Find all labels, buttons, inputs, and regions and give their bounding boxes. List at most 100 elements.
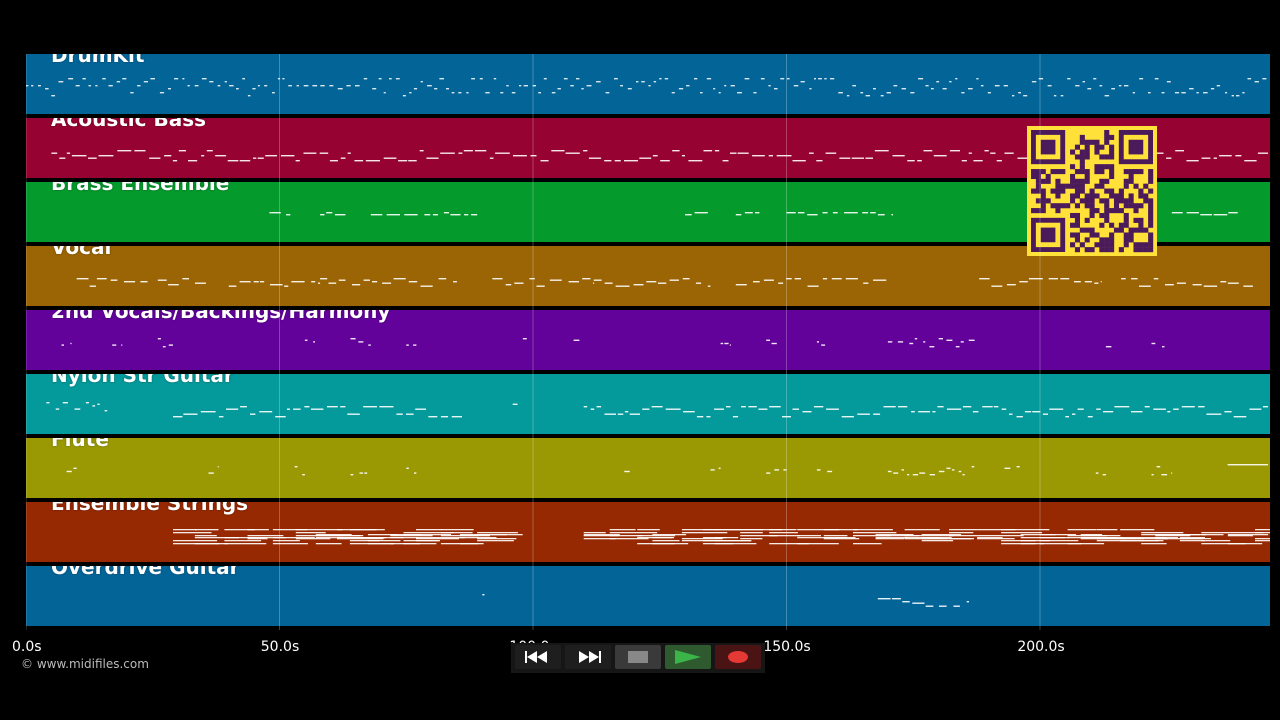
track-0[interactable]: DrumKit xyxy=(26,54,1270,116)
rewind-button[interactable] xyxy=(515,645,561,669)
qr-module xyxy=(1109,154,1115,160)
qr-module xyxy=(1084,169,1090,175)
qr-module xyxy=(1084,217,1090,223)
qr-module xyxy=(1055,208,1061,214)
qr-module xyxy=(1148,169,1154,175)
qr-module xyxy=(1128,232,1134,238)
qr-module xyxy=(1099,164,1105,170)
track-notes xyxy=(46,402,1268,418)
qr-module xyxy=(1148,188,1154,194)
record-icon xyxy=(728,651,748,663)
qr-module xyxy=(1031,208,1037,214)
qr-module xyxy=(1045,178,1051,184)
track-label: Brass Ensemble xyxy=(51,182,230,195)
qr-module xyxy=(1138,227,1144,233)
qr-module xyxy=(1079,159,1085,165)
qr-module xyxy=(1099,154,1105,160)
qr-module xyxy=(1143,247,1149,253)
qr-module xyxy=(1133,227,1139,233)
qr-module xyxy=(1104,198,1110,204)
qr-module xyxy=(1035,188,1041,194)
track-label: Nylon Str Guitar xyxy=(51,374,234,387)
qr-module xyxy=(1118,222,1124,228)
qr-module xyxy=(1070,198,1076,204)
track-8[interactable]: Overdrive Guitar xyxy=(26,566,1270,628)
qr-module xyxy=(1133,183,1139,189)
qr-module xyxy=(1079,139,1085,145)
qr-module xyxy=(1050,203,1056,209)
qr-module xyxy=(1113,193,1120,199)
qr-module xyxy=(1143,227,1149,233)
track-5[interactable]: Nylon Str Guitar xyxy=(26,374,1270,436)
qr-module xyxy=(1143,242,1149,248)
qr-module xyxy=(1138,217,1144,223)
qr-module xyxy=(1099,183,1105,189)
play-button[interactable] xyxy=(665,645,711,669)
qr-module xyxy=(1050,188,1056,194)
qr-module xyxy=(1094,139,1100,145)
qr-module xyxy=(1109,164,1115,170)
qr-module xyxy=(1089,208,1095,214)
qr-code[interactable] xyxy=(1027,126,1157,256)
qr-module xyxy=(1040,203,1046,209)
track-3[interactable]: Vocal xyxy=(26,246,1270,308)
qr-module xyxy=(1070,178,1076,184)
track-notes xyxy=(173,529,1270,545)
qr-module xyxy=(1148,198,1154,204)
qr-module xyxy=(1133,217,1139,223)
fast-forward-button[interactable] xyxy=(565,645,611,669)
track-6[interactable]: Flute xyxy=(26,438,1270,500)
qr-module xyxy=(1035,169,1041,175)
qr-module xyxy=(1104,217,1110,223)
qr-module xyxy=(1070,164,1076,170)
qr-module xyxy=(1109,247,1115,253)
qr-finder xyxy=(1128,139,1144,155)
qr-module xyxy=(1079,227,1085,233)
qr-module xyxy=(1084,247,1090,253)
qr-module xyxy=(1143,198,1149,204)
qr-module xyxy=(1079,149,1085,155)
qr-module xyxy=(1089,203,1095,209)
qr-module xyxy=(1109,188,1115,194)
qr-module xyxy=(1148,203,1154,209)
qr-module xyxy=(1104,134,1110,140)
copyright-text: © www.midifiles.com xyxy=(21,657,149,671)
qr-module xyxy=(1045,198,1051,204)
track-notes xyxy=(76,278,1253,287)
qr-module xyxy=(1118,227,1124,233)
stop-button[interactable] xyxy=(615,645,661,669)
qr-module xyxy=(1031,188,1037,194)
qr-module xyxy=(1084,139,1090,145)
qr-module xyxy=(1113,227,1120,233)
qr-module xyxy=(1055,203,1061,209)
tick-label-0: 0.0s xyxy=(12,639,42,655)
track-notes xyxy=(66,464,1268,476)
qr-module xyxy=(1084,193,1090,199)
qr-module xyxy=(1118,188,1124,194)
qr-module xyxy=(1079,188,1085,194)
qr-module xyxy=(1148,242,1154,248)
qr-module xyxy=(1035,198,1041,204)
qr-module xyxy=(1128,169,1134,175)
qr-module xyxy=(1094,169,1100,175)
qr-module xyxy=(1079,154,1085,160)
track-7[interactable]: Ensemble Strings xyxy=(26,502,1270,564)
tick-label-200: 200.0s xyxy=(1017,639,1065,655)
qr-module xyxy=(1074,232,1080,238)
qr-module xyxy=(1104,208,1110,214)
record-button[interactable] xyxy=(715,645,761,669)
qr-module xyxy=(1031,169,1037,175)
track-4[interactable]: 2nd Vocals/Backings/Harmony xyxy=(26,310,1270,372)
qr-module xyxy=(1079,134,1085,140)
qr-module xyxy=(1133,208,1139,214)
qr-module xyxy=(1104,237,1110,243)
qr-module xyxy=(1089,188,1095,194)
qr-module xyxy=(1055,188,1061,194)
qr-module xyxy=(1094,164,1100,170)
qr-module xyxy=(1079,183,1085,189)
qr-module xyxy=(1148,237,1154,243)
qr-module xyxy=(1094,149,1100,155)
qr-module xyxy=(1070,232,1076,238)
qr-module xyxy=(1118,193,1124,199)
